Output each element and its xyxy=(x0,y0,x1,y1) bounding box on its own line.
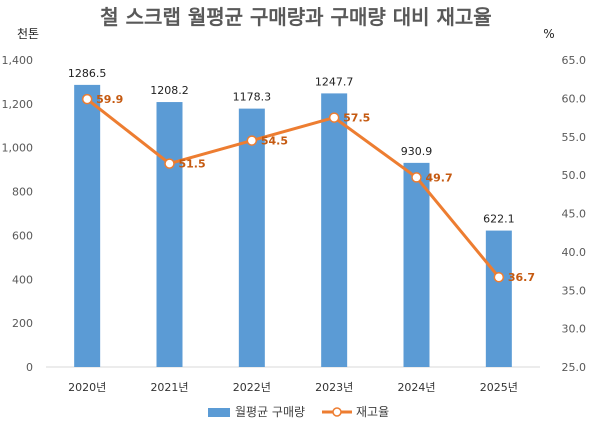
chart-title: 철 스크랩 월평균 구매량과 구매량 대비 재고율 xyxy=(100,5,491,29)
legend: 월평균 구매량 재고율 xyxy=(208,405,389,419)
legend-line-marker xyxy=(332,407,342,417)
rate-line-data-labels: 59.9 51.5 54.5 57.5 49.7 36.7 xyxy=(96,93,535,284)
line-point xyxy=(411,172,422,183)
x-axis: 2020년 2021년 2022년 2023년 2024년 2025년 xyxy=(68,381,518,394)
right-tick-label: 45.0 xyxy=(562,208,587,221)
x-tick-label: 2024년 xyxy=(397,381,435,394)
right-tick-label: 55.0 xyxy=(562,131,587,144)
left-tick-label: 1,400 xyxy=(2,54,34,67)
bar-data-label: 1286.5 xyxy=(68,67,107,80)
legend-line-label: 재고율 xyxy=(356,405,389,419)
x-tick-label: 2020년 xyxy=(68,381,106,394)
legend-bar-swatch xyxy=(208,408,230,417)
right-tick-label: 30.0 xyxy=(562,323,587,336)
right-tick-label: 25.0 xyxy=(562,361,587,374)
line-point xyxy=(81,93,93,105)
x-tick-label: 2021년 xyxy=(150,381,188,394)
legend-bar-label: 월평균 구매량 xyxy=(235,405,305,419)
rate-line xyxy=(86,97,500,279)
left-tick-label: 1,000 xyxy=(2,142,34,155)
bar xyxy=(238,108,265,367)
bar-data-label: 1208.2 xyxy=(150,84,189,97)
bar-data-label: 1247.7 xyxy=(315,75,354,88)
left-tick-label: 0 xyxy=(26,361,33,374)
x-tick-label: 2023년 xyxy=(315,381,353,394)
bar-data-labels: 1286.5 1208.2 1178.3 1247.7 930.9 622.1 xyxy=(68,67,515,226)
bar xyxy=(74,84,101,368)
line-data-label: 51.5 xyxy=(179,158,206,171)
line-point xyxy=(328,112,340,123)
line-data-label: 49.7 xyxy=(426,171,453,184)
left-tick-label: 600 xyxy=(12,229,33,242)
left-tick-label: 200 xyxy=(12,317,33,330)
right-tick-label: 50.0 xyxy=(562,169,587,182)
line-data-label: 59.9 xyxy=(96,93,123,106)
line-data-label: 57.5 xyxy=(343,112,370,125)
line-point xyxy=(164,158,175,169)
x-tick-label: 2025년 xyxy=(480,381,518,394)
right-tick-label: 35.0 xyxy=(562,284,587,297)
bar xyxy=(485,230,512,367)
left-tick-label: 800 xyxy=(12,186,33,199)
right-axis: 25.0 30.0 35.0 40.0 45.0 50.0 55.0 60.0 65.0 xyxy=(562,54,587,374)
left-tick-label: 1,200 xyxy=(2,98,34,111)
right-tick-label: 65.0 xyxy=(562,54,587,67)
bar-data-label: 622.1 xyxy=(483,213,515,226)
bar-data-label: 930.9 xyxy=(401,145,433,158)
bar-data-label: 1178.3 xyxy=(233,91,272,104)
bar xyxy=(156,102,183,368)
rate-line-markers xyxy=(81,93,505,283)
x-tick-label: 2022년 xyxy=(233,381,271,394)
left-axis: 0 200 400 600 800 1,000 1,200 1,400 xyxy=(2,54,34,374)
line-point xyxy=(493,271,505,283)
left-axis-unit: 천톤 xyxy=(17,26,39,41)
left-tick-label: 400 xyxy=(12,273,33,286)
line-data-label: 54.5 xyxy=(261,135,288,148)
right-axis-unit: % xyxy=(543,27,554,41)
line-data-label: 36.7 xyxy=(508,271,535,284)
right-tick-label: 40.0 xyxy=(562,246,587,259)
right-tick-label: 60.0 xyxy=(562,92,587,105)
line-point xyxy=(246,135,258,146)
bar-series xyxy=(74,84,512,368)
bar xyxy=(321,93,348,367)
bar xyxy=(403,162,430,367)
